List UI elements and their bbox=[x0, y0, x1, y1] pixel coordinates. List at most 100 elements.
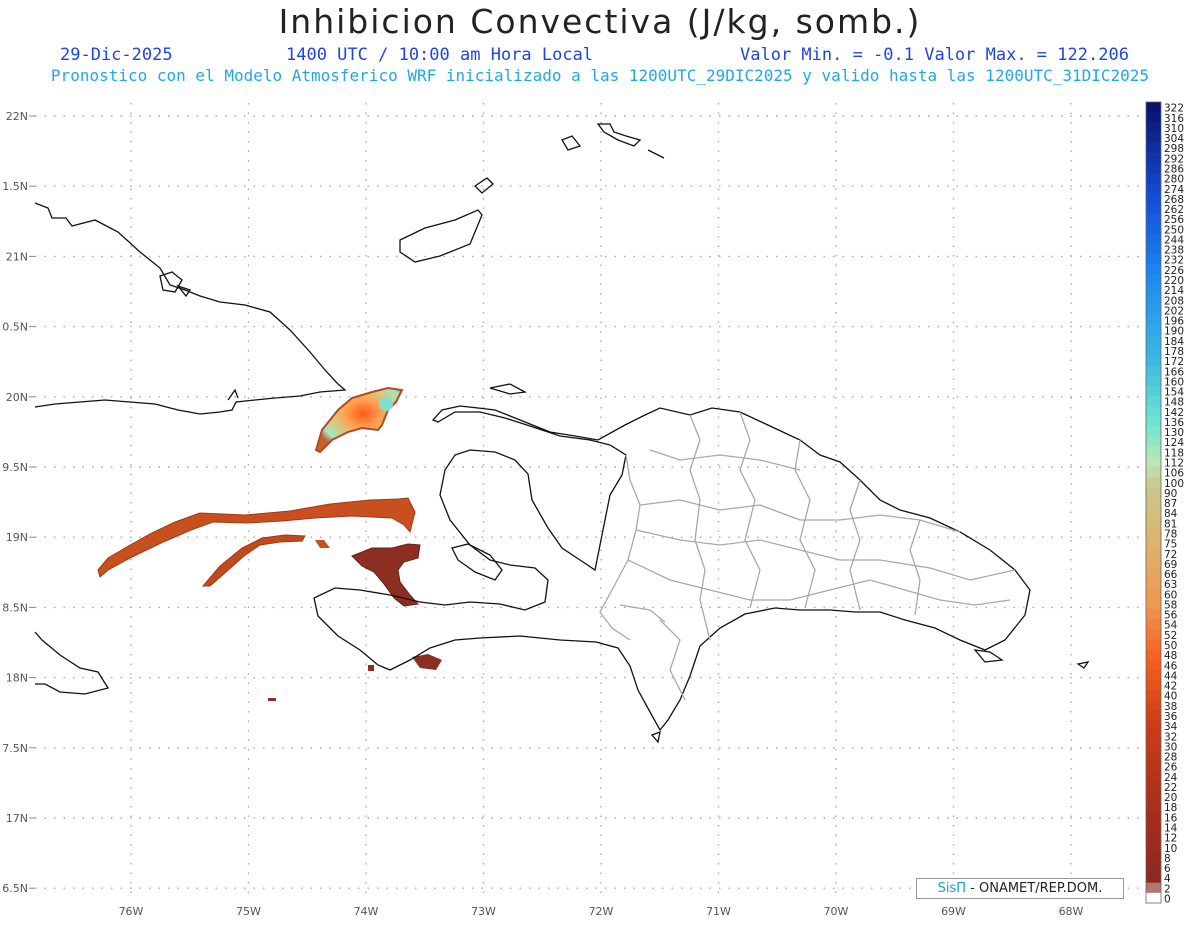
colorbar-swatch bbox=[1146, 872, 1161, 884]
colorbar-label: 100 bbox=[1164, 478, 1184, 490]
colorbar-swatch bbox=[1146, 335, 1161, 346]
colorbar-swatch bbox=[1146, 152, 1161, 164]
colorbar-label: 310 bbox=[1164, 123, 1184, 135]
colorbar-label: 20 bbox=[1164, 792, 1177, 804]
colorbar-label: 316 bbox=[1164, 113, 1184, 125]
colorbar-label: 12 bbox=[1164, 833, 1177, 845]
graticule bbox=[35, 103, 1140, 895]
colorbar-swatch bbox=[1146, 365, 1161, 377]
lat-label: 19N bbox=[6, 531, 28, 544]
province-line-6 bbox=[794, 439, 816, 609]
colorbar-label: 40 bbox=[1164, 691, 1177, 703]
colorbar-label: 0 bbox=[1164, 894, 1171, 906]
colorbar-swatch bbox=[1146, 426, 1161, 437]
colorbar bbox=[1145, 101, 1162, 904]
colorbar-swatch bbox=[1146, 345, 1161, 356]
colorbar-swatch bbox=[1146, 629, 1161, 640]
coast-saona bbox=[973, 649, 1004, 663]
colorbar-label: 63 bbox=[1164, 579, 1177, 591]
colorbar-swatch bbox=[1146, 325, 1161, 336]
colorbar-label: 48 bbox=[1164, 650, 1177, 662]
colorbar-label: 44 bbox=[1164, 670, 1178, 682]
colorbar-label: 214 bbox=[1164, 285, 1184, 297]
colorbar-label: 30 bbox=[1164, 741, 1177, 753]
lat-label: 7.5N bbox=[2, 742, 28, 755]
cin-area-great-inagua bbox=[314, 386, 404, 454]
coast-cuba-cays-1 bbox=[159, 271, 183, 293]
lat-label: 17N bbox=[6, 812, 28, 825]
colorbar-label: 16 bbox=[1164, 812, 1178, 824]
colorbar-label: 38 bbox=[1164, 701, 1177, 713]
colorbar-swatch bbox=[1146, 254, 1161, 265]
colorbar-label: 244 bbox=[1164, 234, 1184, 246]
colorbar-swatch bbox=[1146, 112, 1161, 123]
colorbar-swatch bbox=[1146, 396, 1161, 407]
colorbar-label: 2 bbox=[1164, 883, 1171, 895]
colorbar-label: 142 bbox=[1164, 407, 1184, 419]
cin-area-south-coast bbox=[412, 654, 442, 670]
colorbar-swatch bbox=[1146, 243, 1161, 255]
colorbar-label: 130 bbox=[1164, 427, 1184, 439]
colorbar-label: 32 bbox=[1164, 731, 1177, 743]
coast-tortuga bbox=[489, 383, 528, 395]
model-info: Pronostico con el Modelo Atmosferico WRF… bbox=[50, 66, 1150, 85]
colorbar-swatch bbox=[1146, 558, 1161, 569]
colorbar-swatch bbox=[1146, 467, 1161, 478]
colorbar-swatch bbox=[1146, 314, 1161, 326]
colorbar-label: 14 bbox=[1164, 823, 1178, 835]
colorbar-swatch bbox=[1146, 740, 1161, 752]
coast-cuba bbox=[34, 202, 347, 415]
colorbar-swatch bbox=[1146, 193, 1161, 204]
lat-label: 18N bbox=[6, 672, 28, 685]
colorbar-swatch bbox=[1146, 720, 1161, 732]
colorbar-label: 226 bbox=[1164, 265, 1184, 277]
colorbar-label: 75 bbox=[1164, 539, 1177, 551]
colorbar-swatch bbox=[1146, 568, 1161, 579]
colorbar-swatch bbox=[1146, 750, 1161, 762]
colorbar-label: 262 bbox=[1164, 204, 1184, 216]
colorbar-swatch bbox=[1146, 608, 1161, 620]
lat-label: 8.5N bbox=[2, 601, 28, 614]
colorbar-label: 160 bbox=[1164, 376, 1184, 388]
colorbar-swatch bbox=[1146, 284, 1161, 296]
colorbar-label: 18 bbox=[1164, 802, 1177, 814]
cin-band-south bbox=[201, 534, 306, 587]
colorbar-swatch bbox=[1146, 274, 1161, 285]
lat-label: 6.5N bbox=[2, 882, 28, 895]
colorbar-swatch bbox=[1146, 842, 1161, 853]
colorbar-swatch bbox=[1146, 892, 1161, 904]
colorbar-swatch bbox=[1146, 649, 1161, 661]
cin-speck-1 bbox=[268, 698, 276, 701]
colorbar-swatch bbox=[1146, 406, 1161, 417]
coast-beata bbox=[650, 730, 661, 744]
province-line-7 bbox=[849, 479, 861, 611]
colorbar-label: 87 bbox=[1164, 498, 1177, 510]
colorbar-label: 66 bbox=[1164, 569, 1178, 581]
colorbar-labels: 3223163103042982922862802742682622562502… bbox=[1164, 103, 1184, 906]
border-haiti-dr bbox=[599, 454, 641, 641]
colorbar-swatch bbox=[1146, 832, 1161, 843]
colorbar-swatch bbox=[1146, 730, 1161, 742]
colorbar-swatch bbox=[1146, 781, 1161, 792]
colorbar-label: 112 bbox=[1164, 458, 1184, 470]
colorbar-swatch bbox=[1146, 213, 1161, 225]
coast-jamaica bbox=[34, 631, 110, 695]
lat-label: 9.5N bbox=[2, 461, 28, 474]
province-line-8 bbox=[909, 519, 921, 616]
colorbar-label: 22 bbox=[1164, 782, 1177, 794]
province-line-4 bbox=[689, 414, 711, 641]
coast-cuba-pen bbox=[227, 388, 239, 401]
colorbar-label: 42 bbox=[1164, 681, 1177, 693]
colorbar-label: 238 bbox=[1164, 245, 1184, 257]
colorbar-swatch bbox=[1146, 375, 1161, 387]
colorbar-label: 6 bbox=[1164, 863, 1171, 875]
cin-shading bbox=[97, 386, 442, 701]
province-line-3 bbox=[627, 559, 1011, 606]
cin-max-spot bbox=[379, 397, 393, 411]
cin-speck-2 bbox=[368, 665, 374, 671]
credit-brand: SisΠ bbox=[937, 881, 967, 896]
colorbar-label: 34 bbox=[1164, 721, 1178, 733]
colorbar-swatch bbox=[1146, 639, 1161, 650]
colorbar-swatch bbox=[1146, 223, 1161, 235]
colorbar-swatch bbox=[1146, 355, 1161, 367]
